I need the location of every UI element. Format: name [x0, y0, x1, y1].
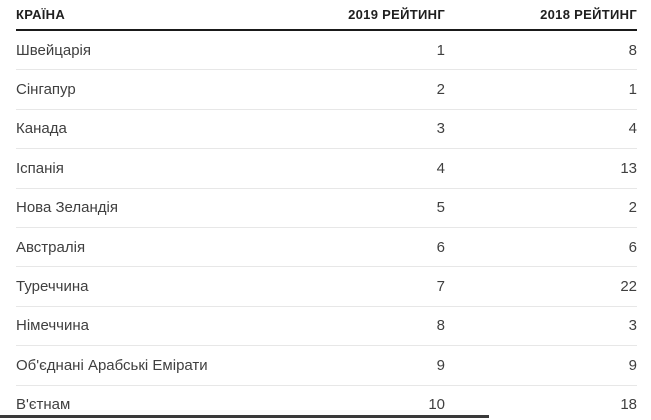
country-cell: В'єтнам	[16, 396, 71, 414]
table-row: Австралія 6 6	[16, 226, 637, 266]
country-cell: Швейцарія	[16, 41, 91, 59]
rating-2019-cell: 4	[436, 159, 445, 177]
country-cell: Об'єднані Арабські Емірати	[16, 356, 208, 374]
table-row: Канада 3 4	[16, 108, 637, 148]
rating-2018-cell: 13	[620, 159, 637, 177]
rating-2018-cell: 3	[628, 317, 637, 335]
column-header-2019-rating: 2019 РЕЙТИНГ	[348, 7, 445, 22]
table-row: Німеччина 8 3	[16, 305, 637, 345]
table-row: Сінгапур 2 1	[16, 69, 637, 108]
rating-2018-cell: 6	[628, 238, 637, 256]
rating-2018-cell: 8	[628, 41, 637, 59]
country-cell: Німеччина	[16, 317, 89, 335]
table-row: Швейцарія 1 8	[16, 31, 637, 69]
rating-2019-cell: 9	[436, 356, 445, 374]
rating-2019-cell: 2	[436, 81, 445, 99]
country-cell: Туреччина	[16, 278, 89, 296]
rating-2018-cell: 18	[620, 396, 637, 414]
country-cell: Сінгапур	[16, 81, 76, 99]
rating-2018-cell: 22	[620, 278, 637, 296]
rating-2019-cell: 5	[436, 199, 445, 217]
rating-2019-cell: 3	[436, 120, 445, 138]
country-cell: Австралія	[16, 238, 86, 256]
country-cell: Нова Зеландія	[16, 199, 118, 217]
rating-2018-cell: 1	[628, 81, 637, 99]
rating-2019-cell: 10	[428, 396, 445, 414]
table-row: Туреччина 7 22	[16, 266, 637, 305]
horizontal-scrollbar-thumb[interactable]	[0, 415, 489, 418]
country-cell: Канада	[16, 120, 67, 138]
rating-2019-cell: 8	[436, 317, 445, 335]
rating-2018-cell: 2	[628, 199, 637, 217]
rating-2019-cell: 7	[436, 278, 445, 296]
country-ranking-table: КРАЇНА 2019 РЕЙТИНГ 2018 РЕЙТИНГ Швейцар…	[16, 0, 637, 420]
table-row: Нова Зеландія 5 2	[16, 187, 637, 227]
table-row: Об'єднані Арабські Емірати 9 9	[16, 345, 637, 384]
table-header-row: КРАЇНА 2019 РЕЙТИНГ 2018 РЕЙТИНГ	[16, 0, 637, 31]
column-header-2018-rating: 2018 РЕЙТИНГ	[540, 7, 637, 22]
country-cell: Іспанія	[16, 159, 64, 177]
column-header-country: КРАЇНА	[16, 7, 66, 22]
rating-2018-cell: 9	[628, 356, 637, 374]
rating-2019-cell: 6	[436, 238, 445, 256]
rating-2018-cell: 4	[628, 120, 637, 138]
rating-2019-cell: 1	[436, 41, 445, 59]
table-row: В'єтнам 10 18	[16, 384, 637, 420]
table-row: Іспанія 4 13	[16, 148, 637, 187]
